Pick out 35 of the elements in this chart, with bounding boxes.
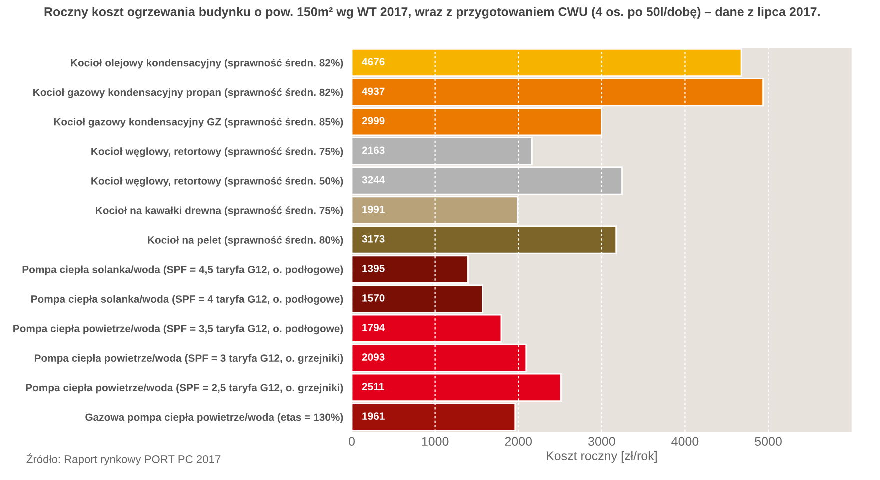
y-tick-label: Pompa ciepła solanka/woda (SPF = 4 taryfa G12, o. podłogowe) [32,295,344,306]
data-label: 2093 [362,354,385,361]
data-label: 4937 [362,88,385,96]
text: Źródło: Raport rynkowy PORT PC 2017 [26,454,221,466]
y-tick-label: Kocioł węglowy, retortowy (sprawność średn. 50%) [92,177,344,187]
data-label: 1395 [362,264,385,272]
y-tick-label: Kocioł gazowy kondensacyjny propan (sprawność średn. 82%) [34,88,344,98]
x-tick-label: 0 [349,437,355,446]
data-label: 3244 [362,176,386,184]
data-label: 2163 [362,146,385,154]
data-label: 4676 [362,58,385,66]
y-tick-label: Pompa ciepła powietrze/woda (SPF = 3 taryfa G12, o. grzejniki) [34,354,344,364]
y-tick-label: Gazowa pompa ciepła powietrze/woda (etas = 130%) [86,413,344,424]
x-tick-label: 5000 [755,437,782,446]
data-label: 1794 [362,324,386,332]
x-tick-label: 4000 [672,437,699,446]
data-label: 2511 [362,383,384,390]
y-tick-label: Kocioł węglowy, retortowy (sprawność średn. 75%) [92,148,344,158]
y-tick-label: Kocioł olejowy kondensacyjny (sprawność średn. 82%) [71,58,344,69]
x-tick-label: 2000 [505,437,532,446]
data-label: 1570 [362,294,385,302]
y-tick-label: Pompa ciepła powietrze/woda (SPF = 2,5 taryfa G12, o. grzejniki) [26,384,344,394]
chart-title: Roczny koszt ogrzewania budynku o pow. 150m² wg WT 2017, wraz z przygotowaniem CWU (4 os. po 50l/dobę) – dane z lipca 2017. [44,7,820,19]
y-tick-label: Kocioł na pelet (sprawność średn. 80%) [148,236,344,246]
y-tick-label: Kocioł gazowy kondensacyjny GZ (sprawność średn. 85%) [54,118,344,128]
x-axis-title: Koszt roczny [zł/rok] [547,451,657,463]
y-tick-label: Pompa ciepła solanka/woda (SPF = 4,5 taryfa G12, o. podłogowe) [22,266,344,276]
x-tick-label: 3000 [588,437,616,446]
data-label: 2999 [362,117,385,125]
data-label: 1961 [362,412,385,420]
y-tick-label: Kocioł na kawałki drewna (sprawność średn. 75%) [96,206,344,216]
y-tick-label: Pompa ciepła powietrze/woda (SPF = 3,5 taryfa G12, o. podłogowe) [14,324,344,335]
data-label: 1991 [362,206,385,214]
x-tick-label: 1000 [422,437,449,446]
data-label: 3173 [362,235,385,243]
